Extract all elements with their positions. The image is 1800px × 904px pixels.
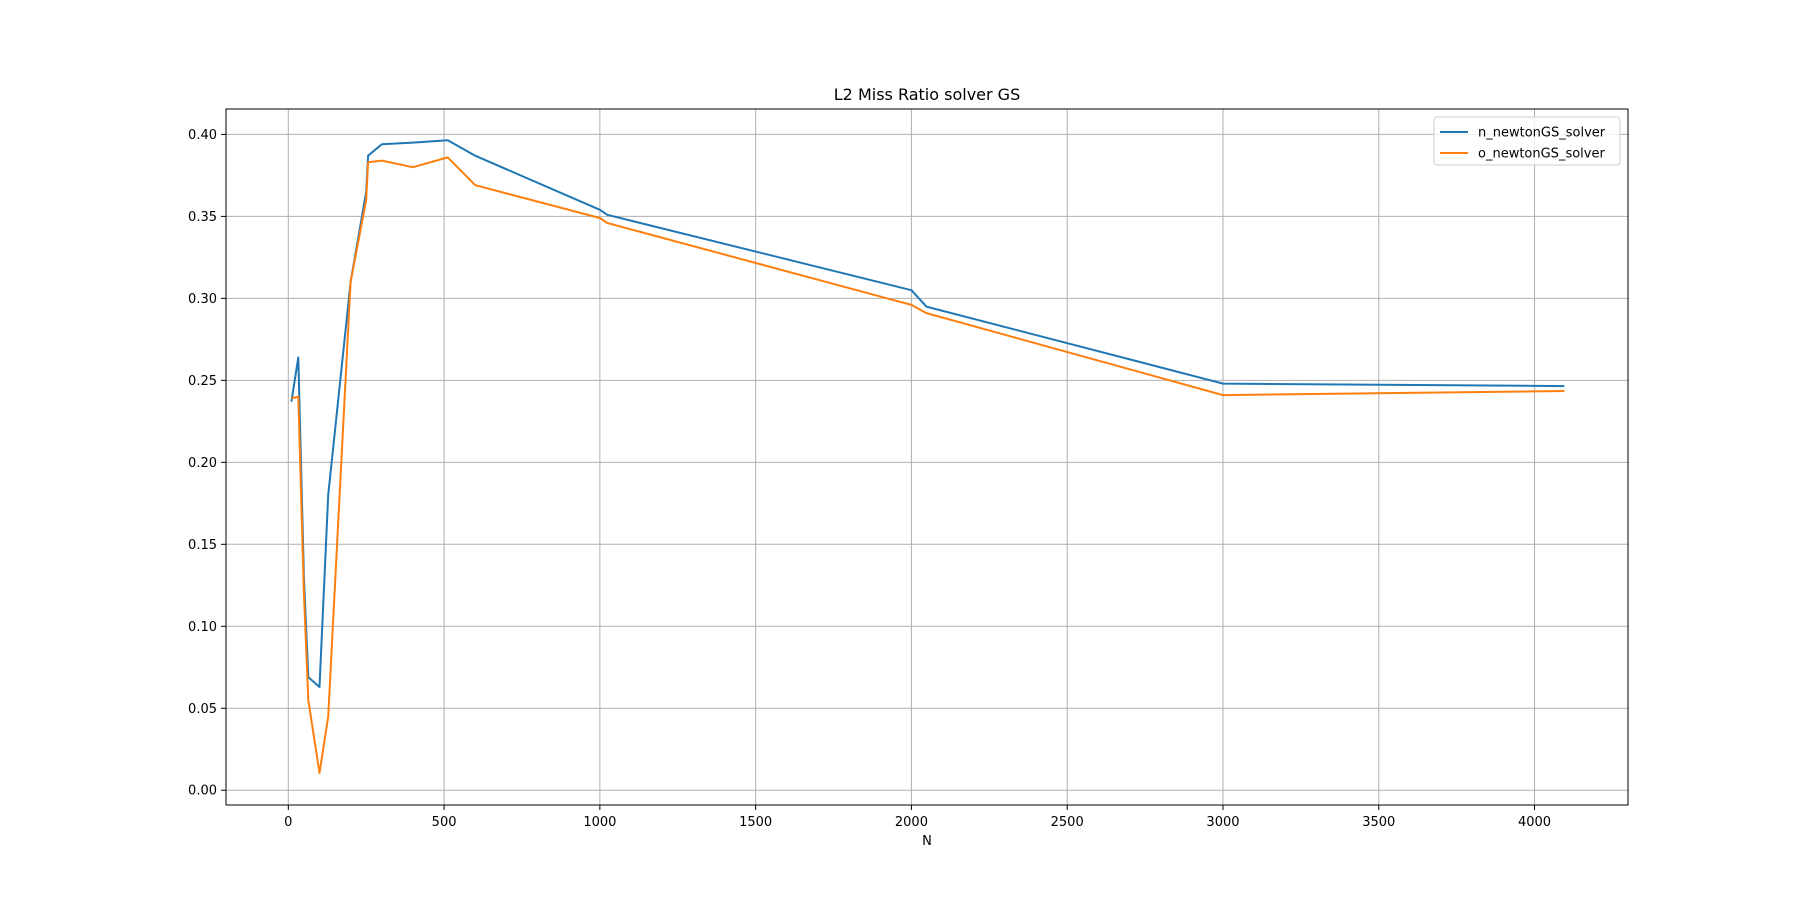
y-tick-label: 0.15 bbox=[188, 538, 217, 553]
x-tick-label: 0 bbox=[284, 815, 292, 830]
plot-area-frame bbox=[225, 108, 1629, 806]
y-axis-ticks: 0.00 0.05 0.10 0.15 0.20 0.25 0.30 0.35 0.40 bbox=[188, 128, 226, 799]
legend-box bbox=[1433, 116, 1621, 166]
x-axis-label: N bbox=[922, 834, 932, 849]
x-tick-label: 2500 bbox=[1051, 815, 1084, 830]
y-tick-label: 0.25 bbox=[188, 374, 217, 389]
y-tick-label: 0.30 bbox=[188, 292, 217, 307]
legend-label: n_newtonGS_solver bbox=[1478, 126, 1606, 141]
x-axis-ticks: 0 500 1000 1500 2000 2500 3000 3500 4000 bbox=[284, 805, 1551, 830]
x-tick-label: 3000 bbox=[1206, 815, 1239, 830]
x-tick-label: 1500 bbox=[739, 815, 772, 830]
series-lines bbox=[290, 139, 1565, 774]
grid bbox=[226, 109, 1628, 805]
legend-label: o_newtonGS_solver bbox=[1478, 147, 1605, 162]
chart-title: L2 Miss Ratio solver GS bbox=[834, 85, 1020, 104]
series-line-o_newtonGS_solver bbox=[291, 156, 1565, 774]
x-tick-label: 1000 bbox=[583, 815, 616, 830]
y-tick-label: 0.20 bbox=[188, 456, 217, 471]
x-tick-label: 2000 bbox=[895, 815, 928, 830]
y-tick-label: 0.35 bbox=[188, 210, 217, 225]
legend: n_newtonGS_solver o_newtonGS_solver bbox=[1433, 116, 1621, 166]
y-tick-label: 0.40 bbox=[188, 128, 217, 143]
x-tick-label: 3500 bbox=[1362, 815, 1395, 830]
y-tick-label: 0.10 bbox=[188, 620, 217, 635]
x-tick-label: 500 bbox=[432, 815, 457, 830]
y-tick-label: 0.00 bbox=[188, 784, 217, 799]
x-tick-label: 4000 bbox=[1518, 815, 1551, 830]
y-tick-label: 0.05 bbox=[188, 702, 217, 717]
